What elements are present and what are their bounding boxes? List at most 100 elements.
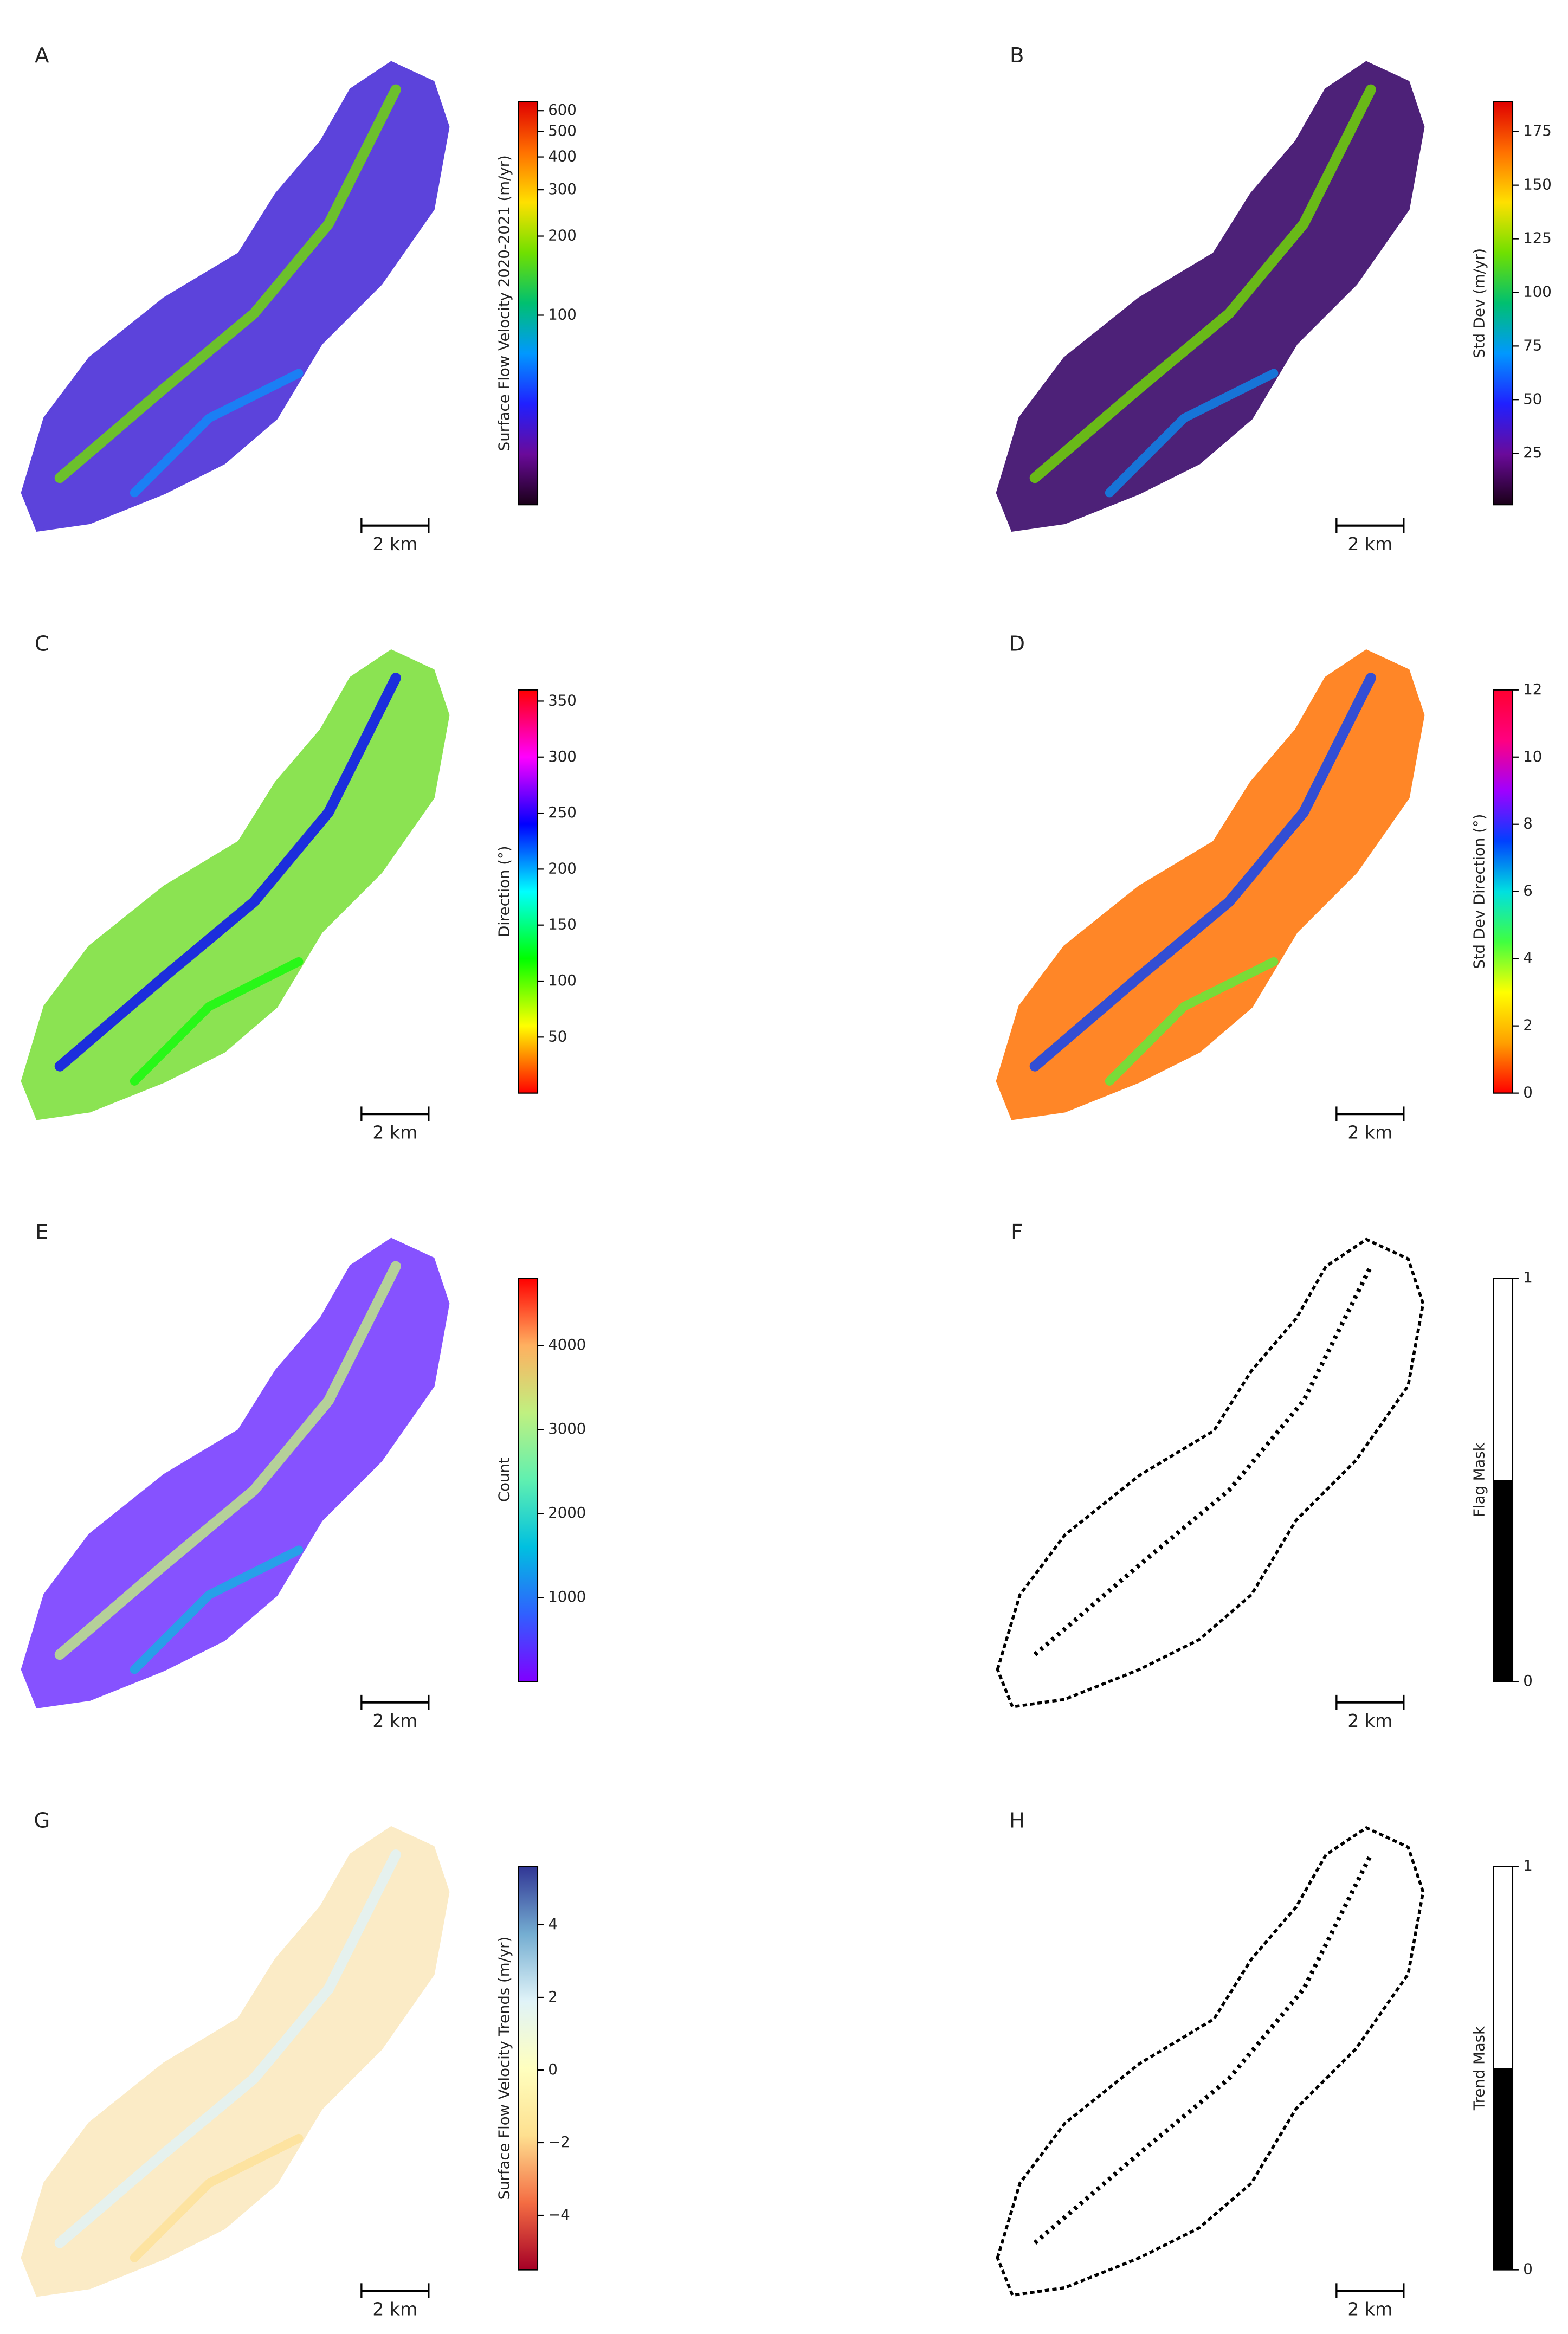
- panel: H 0 1 Trend Mask 2 km: [996, 1809, 1533, 2319]
- colorbar-tick-label: 400: [548, 148, 577, 165]
- panel-label: B: [1010, 43, 1024, 68]
- panel: B 25 50 75 100 125 150 175 Std Dev (m/yr) 2 km: [996, 43, 1552, 555]
- colorbar-tick-label: 4: [1523, 950, 1533, 967]
- glacier-flow: [130, 369, 304, 498]
- scale-bar-label: 2 km: [1347, 2298, 1392, 2319]
- colorbar: [1493, 101, 1513, 505]
- panel: G −4 −2 0 2 4 Surface Flow Velocity Trends (m/…: [21, 1809, 570, 2319]
- colorbar-frame: [1493, 1278, 1514, 1682]
- glacier-flow: [1105, 369, 1279, 498]
- glacier-flow: [1033, 1265, 1373, 1656]
- colorbar: [518, 1278, 538, 1682]
- scale-bar-label: 2 km: [1347, 1122, 1392, 1143]
- colorbar-tick-label: 125: [1523, 230, 1552, 247]
- colorbar-tick-label: 500: [548, 122, 577, 140]
- colorbar-tick-label: 4: [548, 1916, 558, 1933]
- colorbar-tick-label: 50: [548, 1028, 567, 1045]
- colorbar-label: Count: [495, 1458, 513, 1502]
- panel: F 0 1 Flag Mask 2 km: [996, 1220, 1533, 1731]
- glacier-flow: [54, 673, 401, 1072]
- colorbar-tick-label: 0: [1523, 1672, 1533, 1690]
- panel: D 0 2 4 6 8 10 12 Std Dev Direction (°) 2 km: [996, 632, 1542, 1143]
- glacier-map: [996, 1237, 1425, 1708]
- colorbar-tick-label: 10: [1523, 748, 1542, 765]
- scale-bar-label: 2 km: [372, 1710, 417, 1731]
- glacier-flow: [130, 2133, 304, 2262]
- colorbar-frame: [1493, 1866, 1514, 2271]
- colorbar-tick-label: 200: [548, 860, 577, 877]
- colorbar-tick-label: 100: [548, 306, 577, 323]
- colorbar-tick-label: 1000: [548, 1588, 586, 1606]
- colorbar-tick-label: 250: [548, 804, 577, 821]
- colorbar-label: Surface Flow Velocity Trends (m/yr): [495, 1937, 513, 2200]
- colorbar-tick-label: −4: [548, 2206, 570, 2223]
- colorbar-frame: [518, 1278, 539, 1682]
- panel-label: A: [35, 43, 49, 68]
- panel: A 100 200 300 400 500 600 Surface Flow Velocity…: [21, 43, 577, 555]
- panel-label: G: [34, 1809, 50, 1833]
- colorbar-segment: [1493, 1278, 1513, 1480]
- glacier-flow: [1029, 84, 1376, 483]
- glacier-map: [996, 1826, 1425, 2297]
- colorbar-label: Trend Mask: [1470, 2026, 1488, 2111]
- scale-bar-label: 2 km: [372, 533, 417, 555]
- colorbar-label: Std Dev Direction (°): [1470, 814, 1488, 969]
- panel-label: E: [35, 1220, 48, 1245]
- scale-bar-label: 2 km: [1347, 1710, 1392, 1731]
- panel-label: C: [35, 632, 49, 656]
- colorbar-tick-label: −2: [548, 2133, 570, 2151]
- colorbar: [1493, 689, 1513, 1093]
- colorbar-tick-label: 1: [1523, 1269, 1533, 1286]
- colorbar-frame: [1493, 101, 1514, 506]
- colorbar-frame: [518, 689, 539, 1094]
- scale-bar-label: 2 km: [1347, 533, 1392, 555]
- colorbar-tick-label: 1: [1523, 1858, 1533, 1875]
- colorbar-label: Surface Flow Velocity 2020-2021 (m/yr): [495, 155, 513, 451]
- glacier-flow: [130, 957, 304, 1086]
- colorbar-frame: [518, 101, 539, 506]
- colorbar-segment: [1493, 1480, 1513, 1682]
- colorbar: [518, 101, 538, 505]
- panel: C 50 100 150 200 250 300 350 Direction (°) 2 km: [21, 632, 577, 1143]
- glacier-flow: [1033, 1853, 1373, 2245]
- colorbar-tick-label: 50: [1523, 390, 1542, 408]
- glacier-flow: [54, 84, 401, 483]
- colorbar-tick-label: 3000: [548, 1420, 586, 1437]
- glacier-flow: [1029, 673, 1376, 1072]
- panel-label: F: [1011, 1220, 1023, 1245]
- colorbar-tick-label: 6: [1523, 882, 1533, 900]
- colorbar-tick-label: 8: [1523, 815, 1533, 833]
- colorbar: [518, 689, 538, 1093]
- colorbar-tick-label: 150: [548, 916, 577, 933]
- glacier-flow: [54, 1849, 401, 2248]
- colorbar-tick-label: 2: [548, 1988, 558, 2006]
- colorbar-tick-label: 12: [1523, 681, 1542, 698]
- colorbar-tick-label: 600: [548, 101, 577, 119]
- glacier-flow: [54, 1261, 401, 1660]
- colorbar-tick-label: 200: [548, 227, 577, 244]
- colorbar: [518, 1866, 538, 2270]
- panel-label: H: [1009, 1809, 1025, 1833]
- colorbar-tick-label: 0: [1523, 1084, 1533, 1101]
- colorbar-tick-label: 100: [1523, 283, 1552, 300]
- colorbar-tick-label: 4000: [548, 1336, 586, 1353]
- colorbar-tick-label: 350: [548, 692, 577, 709]
- colorbar-tick-label: 100: [548, 972, 577, 989]
- colorbar-tick-label: 2: [1523, 1017, 1533, 1034]
- glacier-flow: [130, 1545, 304, 1674]
- panel: E 1000 2000 3000 4000 Count 2 km: [21, 1220, 586, 1731]
- panel-label: D: [1009, 632, 1025, 656]
- colorbar-tick-label: 25: [1523, 444, 1542, 461]
- colorbar-frame: [518, 1866, 539, 2271]
- glacier-flow: [1105, 957, 1279, 1086]
- colorbar-tick-label: 0: [548, 2061, 558, 2078]
- colorbar-tick-label: 300: [548, 180, 577, 198]
- scale-bar-label: 2 km: [372, 2298, 417, 2319]
- colorbar-tick-label: 2000: [548, 1504, 586, 1521]
- colorbar-label: Direction (°): [495, 846, 513, 937]
- colorbar-tick-label: 300: [548, 748, 577, 765]
- colorbar-tick-label: 150: [1523, 176, 1552, 194]
- colorbar-tick-label: 175: [1523, 122, 1552, 140]
